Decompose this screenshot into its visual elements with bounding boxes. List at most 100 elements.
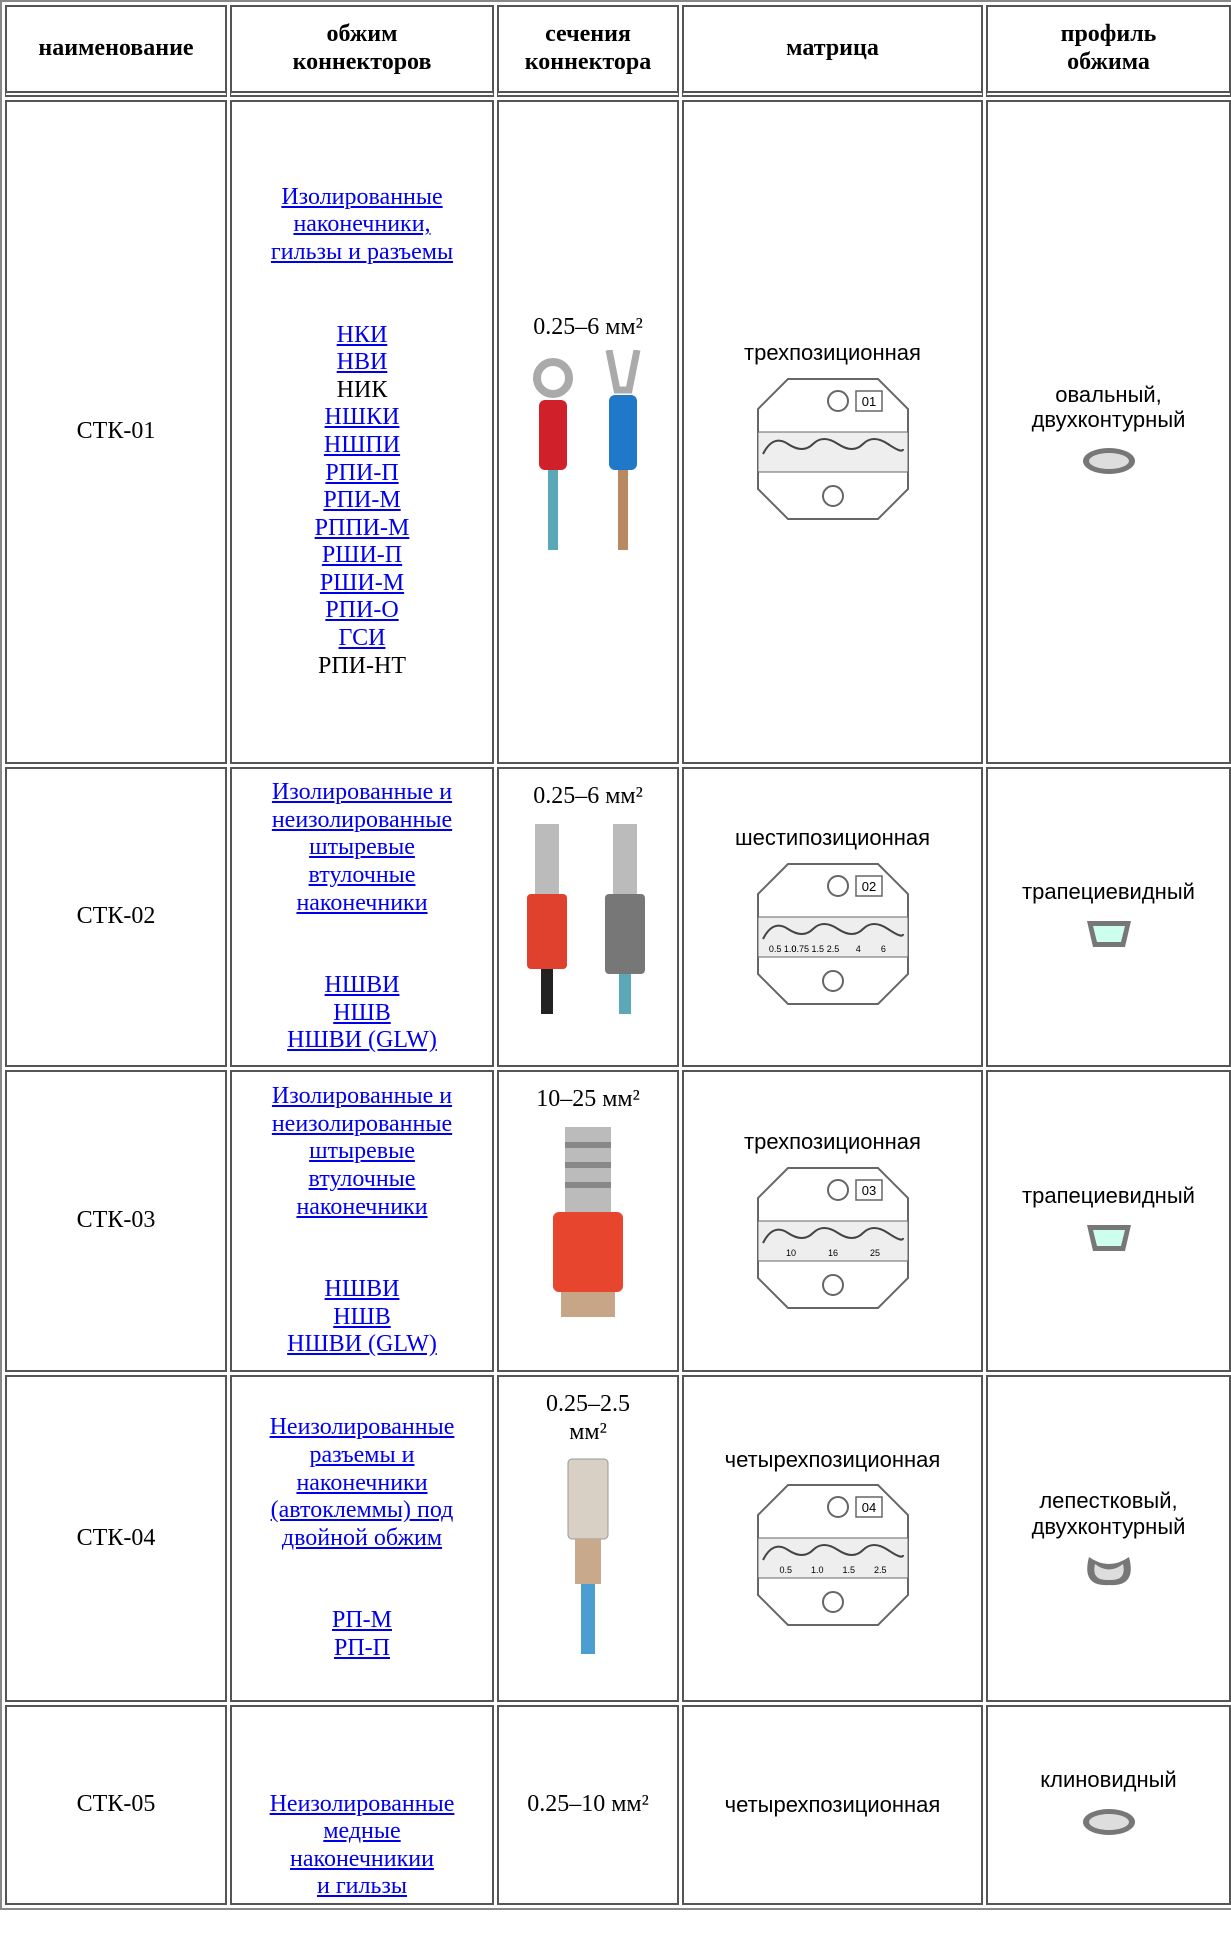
item-link[interactable]: РППИ-М — [314, 514, 410, 541]
connector-image — [553, 1126, 623, 1317]
item-link[interactable]: НШВИ — [324, 972, 400, 999]
description-link[interactable]: гильзы и разъемы — [270, 238, 454, 265]
item-text: НИК — [336, 376, 388, 403]
header-line: матрица — [786, 35, 879, 62]
header-line: обжим — [326, 21, 398, 48]
matrix-cell: шестипозиционная 02 0.5 1.0 0.75 1.5 2.5 4 6 — [682, 767, 983, 1067]
shape — [539, 399, 567, 470]
item-link[interactable]: РШИ-М — [319, 569, 405, 596]
shape — [757, 431, 908, 473]
matrix-text: четырехпозиционная — [724, 1792, 941, 1818]
description-link[interactable]: Изолированные и — [271, 779, 453, 806]
item-link[interactable]: РПИ-О — [325, 597, 399, 624]
item-link[interactable]: РПИ-М — [323, 487, 401, 514]
shape — [565, 1161, 611, 1168]
shape — [821, 1273, 844, 1296]
shape — [854, 389, 883, 412]
matrix-cell: четырехпозиционная — [682, 1705, 983, 1905]
name-cell: СТК-02 — [5, 767, 227, 1067]
shape — [575, 1539, 601, 1585]
description-link[interactable]: разъемы и — [309, 1442, 415, 1469]
description-link[interactable]: Изолированные — [281, 183, 443, 210]
item-link[interactable]: РП-М — [331, 1607, 392, 1634]
section-cell: 0.25–6 мм² — [497, 767, 679, 1067]
item-link[interactable]: НШВИ — [324, 1276, 400, 1303]
profile-line: трапециевидный — [1022, 879, 1195, 905]
item-link[interactable]: НШВ — [333, 999, 391, 1026]
section-line: 0.25–6 мм² — [533, 783, 643, 809]
shape — [1088, 1813, 1129, 1830]
header-line: сечения — [545, 21, 631, 48]
description-link[interactable]: наконечники — [296, 889, 428, 916]
shape — [1092, 1229, 1125, 1246]
column-header: профиль обжима — [986, 5, 1231, 97]
profile-cell: трапециевидный — [986, 767, 1231, 1067]
item-link[interactable]: РП-П — [333, 1634, 390, 1661]
shape — [854, 874, 883, 897]
shape — [553, 1211, 623, 1292]
spacer — [234, 1221, 490, 1276]
description-link[interactable]: наконечники, — [293, 211, 431, 238]
shape — [605, 893, 645, 974]
item-link[interactable]: НШПИ — [323, 431, 401, 458]
description-link[interactable]: Неизолированные — [269, 1790, 455, 1817]
description-link[interactable]: Изолированные и — [271, 1083, 453, 1110]
profile-line: овальный, — [1055, 381, 1162, 407]
section-line: мм² — [569, 1418, 607, 1445]
description-link[interactable]: Неизолированные — [269, 1414, 455, 1441]
section-cell: 10–25 мм² — [497, 1070, 679, 1372]
profile-line: лепестковый, — [1039, 1488, 1178, 1514]
connectors-cell: Изолированные и неизолированные штыревые вт… — [230, 1070, 494, 1372]
table-row: СТК-01 Изолированные наконечники, гильзы и … — [5, 100, 1231, 764]
shape — [757, 916, 908, 958]
description-link[interactable]: неизолированные — [271, 1110, 453, 1137]
table-row: СТК-04 Неизолированные разъемы и наконечник… — [5, 1375, 1231, 1702]
description-link[interactable]: и гильзы — [316, 1873, 408, 1900]
item-link[interactable]: НШВИ (GLW) — [287, 1027, 437, 1054]
die-label: 0.75 1.5 — [791, 944, 824, 954]
profile-icon — [1086, 1224, 1131, 1251]
shape — [826, 389, 849, 412]
shape — [565, 1141, 611, 1148]
description-link[interactable]: неизолированные — [271, 806, 453, 833]
shape — [533, 357, 573, 398]
die-image: 04 0.5 1.0 1.5 2.5 — [756, 1484, 909, 1627]
connectors-cell: Изолированные и неизолированные штыревые вт… — [230, 767, 494, 1067]
column-header: наименование — [5, 5, 227, 97]
description-link[interactable]: наконечники — [296, 1193, 428, 1220]
spacer — [234, 267, 490, 322]
section-line: 10–25 мм² — [536, 1086, 640, 1112]
shape — [757, 1537, 908, 1579]
description-link[interactable]: медные — [323, 1818, 401, 1845]
description-link[interactable]: штыревые — [309, 834, 415, 861]
description-link[interactable]: штыревые — [309, 1138, 415, 1165]
header-line: коннекторов — [292, 49, 432, 75]
connector-image — [527, 823, 645, 1014]
item-link[interactable]: ГСИ — [338, 625, 386, 652]
item-link[interactable]: НШКИ — [324, 404, 400, 431]
profile-line: двухконтурный — [1031, 407, 1186, 432]
description-link[interactable]: втулочные — [308, 1165, 416, 1192]
item-link[interactable]: РПИ-П — [325, 459, 399, 486]
profile-icon — [1086, 1556, 1131, 1585]
profile-icon — [1082, 1808, 1135, 1835]
description-link[interactable]: наконечникии — [290, 1845, 434, 1872]
die-label: 25 — [869, 1248, 879, 1258]
profile-cell: трапециевидный — [986, 1070, 1231, 1372]
section-cell: 0.25–2.5 мм² — [497, 1375, 679, 1702]
item-link[interactable]: РШИ-П — [321, 542, 403, 569]
description-link[interactable]: (автоклеммы) под — [270, 1497, 454, 1524]
item-link[interactable]: НШВ — [333, 1303, 391, 1330]
item-link[interactable]: НКИ — [336, 321, 388, 348]
profile-line: клиновидный — [1040, 1767, 1177, 1793]
description-link[interactable]: втулочные — [308, 861, 416, 888]
description-link[interactable]: наконечники — [296, 1469, 428, 1496]
item-link[interactable]: НШВИ (GLW) — [287, 1331, 437, 1358]
spacer — [234, 1552, 490, 1607]
item-link[interactable]: НВИ — [336, 349, 388, 376]
die-label: 0.5 — [779, 1565, 792, 1575]
die-image: 02 0.5 1.00.75 1.5 2.5 4 6 — [756, 862, 909, 1005]
column-header: сечения коннектора — [497, 5, 679, 97]
description-link[interactable]: двойной обжим — [281, 1524, 443, 1551]
